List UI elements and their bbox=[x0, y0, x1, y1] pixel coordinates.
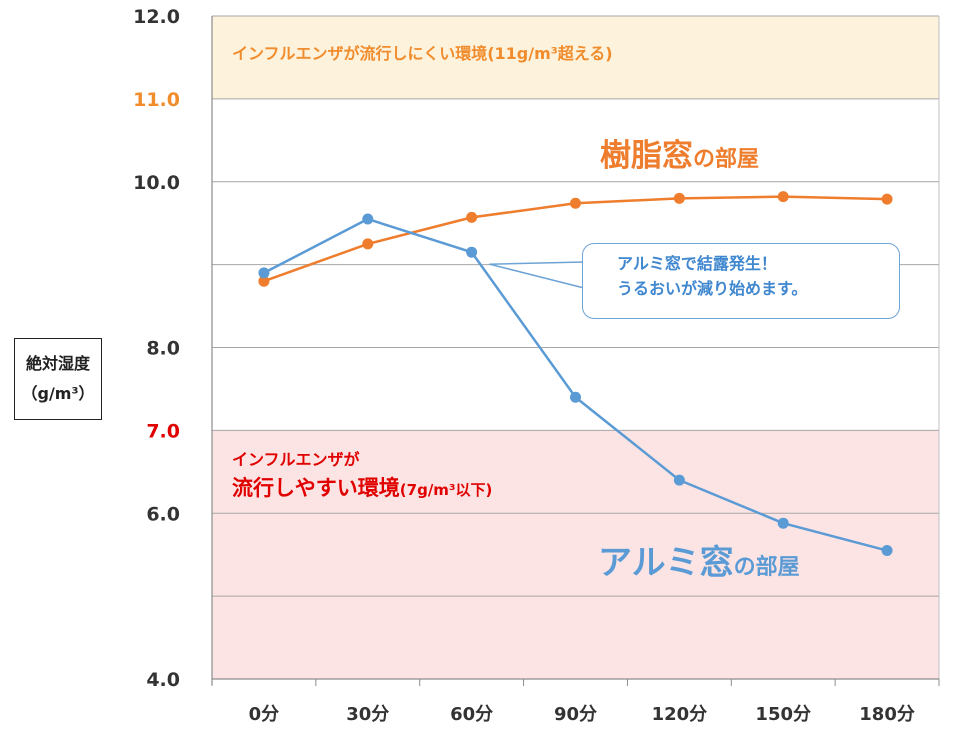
zone-band-0 bbox=[212, 16, 939, 99]
high-risk-zone-sub: (7g/m³以下) bbox=[399, 481, 493, 499]
resin-point bbox=[777, 191, 789, 203]
resin-window-series-label: 樹脂窓の部屋 bbox=[600, 130, 759, 175]
y-axis-label-line2: （g/m³） bbox=[21, 384, 95, 403]
callout-pointer bbox=[488, 261, 585, 289]
high-risk-zone-main: 流行しやすい環境 bbox=[232, 476, 400, 500]
aluminum-window-series-label: アルミ窓の部屋 bbox=[598, 535, 800, 584]
y-axis-label: 絶対湿度 （g/m³） bbox=[14, 338, 102, 420]
x-tick-label: 180分 bbox=[859, 704, 915, 725]
resin-label-main: 樹脂窓 bbox=[600, 138, 693, 174]
x-tick-label: 30分 bbox=[346, 704, 389, 725]
alu-label-main: アルミ窓 bbox=[598, 543, 734, 583]
x-tick-label: 0分 bbox=[249, 704, 280, 725]
resin-point bbox=[466, 211, 478, 223]
callout-line2: うるおいが減り始めます。 bbox=[617, 278, 808, 298]
y-tick-label: 7.0 bbox=[146, 420, 180, 442]
y-tick-label: 10.0 bbox=[133, 172, 180, 194]
zone-band-1 bbox=[212, 430, 939, 679]
aluminum-point bbox=[362, 213, 374, 225]
callout-line1: アルミ窓で結露発生！ bbox=[617, 254, 777, 273]
aluminum-point bbox=[673, 474, 685, 486]
x-tick-label: 150分 bbox=[755, 704, 811, 725]
high-risk-zone-label-line2: 流行しやすい環境(7g/m³以下) bbox=[232, 472, 492, 502]
aluminum-point bbox=[258, 267, 270, 279]
y-tick-label: 8.0 bbox=[146, 338, 180, 360]
x-tick-label: 120分 bbox=[652, 704, 708, 725]
y-axis-label-line1: 絶対湿度 bbox=[25, 353, 90, 373]
high-risk-zone-label-line1: インフルエンザが bbox=[232, 450, 360, 469]
y-tick-label: 11.0 bbox=[133, 89, 180, 111]
y-tick-label: 12.0 bbox=[133, 6, 180, 28]
x-tick-label: 90分 bbox=[554, 704, 597, 725]
y-tick-label: 6.0 bbox=[146, 503, 180, 525]
aluminum-point bbox=[570, 391, 581, 403]
y-tick-label: 4.0 bbox=[146, 669, 180, 691]
low-risk-zone-label: インフルエンザが流行しにくい環境(11g/m³超える) bbox=[232, 44, 613, 63]
condensation-callout: アルミ窓で結露発生！ うるおいが減り始めます。 bbox=[582, 243, 900, 319]
resin-label-sub: の部屋 bbox=[693, 147, 760, 172]
alu-label-sub: の部屋 bbox=[733, 555, 800, 580]
resin-point bbox=[258, 275, 270, 287]
aluminum-point bbox=[881, 545, 893, 557]
resin-point bbox=[570, 197, 581, 209]
x-tick-label: 60分 bbox=[450, 704, 493, 725]
resin-point bbox=[673, 192, 685, 204]
resin-point bbox=[362, 238, 374, 250]
resin-point bbox=[881, 193, 893, 205]
aluminum-point bbox=[466, 246, 478, 258]
aluminum-point bbox=[777, 517, 789, 529]
